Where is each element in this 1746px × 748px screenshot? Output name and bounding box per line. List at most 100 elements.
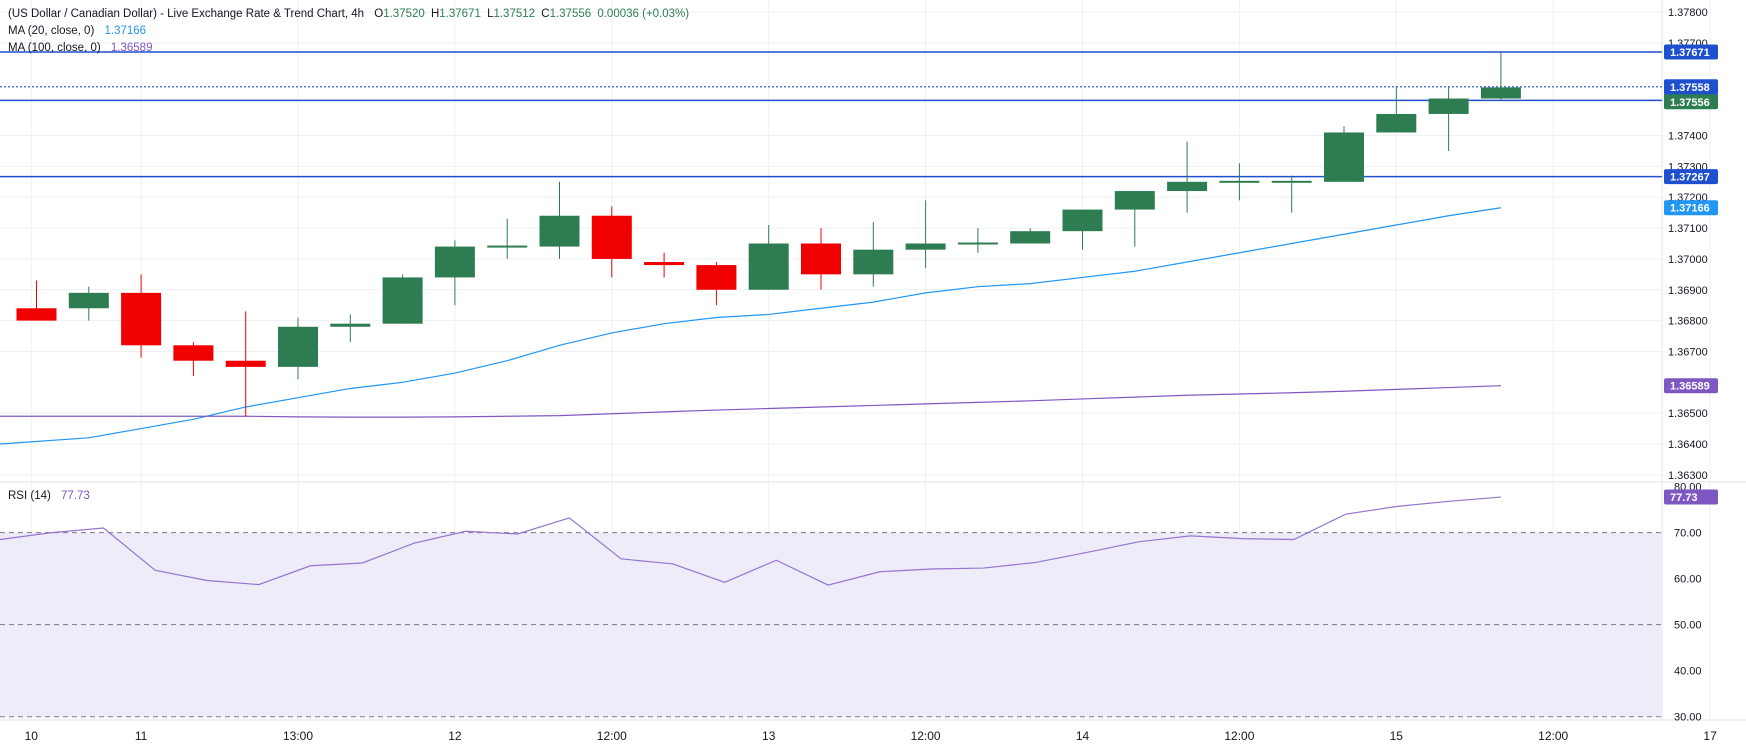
candle-body xyxy=(905,243,946,250)
price-tick-label: 1.36400 xyxy=(1668,439,1708,451)
price-tag-line[interactable]: 1.37558 xyxy=(1664,79,1718,95)
price-tag-line-text: 1.37558 xyxy=(1670,82,1710,94)
rsi-line xyxy=(0,496,1501,586)
rsi-tick-label: 40.00 xyxy=(1674,666,1702,678)
open-label: O xyxy=(374,8,384,20)
candle[interactable] xyxy=(696,262,737,306)
candle[interactable] xyxy=(957,228,998,253)
candle[interactable] xyxy=(1062,209,1103,250)
price-tag-ma100-text: 1.36589 xyxy=(1670,381,1710,393)
ma20-value: 1.37166 xyxy=(104,25,147,37)
price-tag-line-bg xyxy=(1664,169,1718,185)
price-axis[interactable]: 1.378001.377001.374001.373001.372001.371… xyxy=(1664,7,1718,724)
candle[interactable] xyxy=(1324,126,1364,182)
time-axis[interactable]: 10 11 13:00 12 12:00 13 12:00 14 12:00 15 12:00 17 xyxy=(25,729,1718,743)
time-tick-label: 12:00 xyxy=(597,729,627,743)
time-tick-label: 13:00 xyxy=(283,729,313,743)
candle-body xyxy=(696,265,737,290)
rsi-tick-label: 30.00 xyxy=(1674,712,1702,724)
candles[interactable] xyxy=(16,51,1521,417)
price-tick-label: 1.37800 xyxy=(1668,7,1708,19)
candle[interactable] xyxy=(382,274,423,324)
high-label: H xyxy=(430,8,440,20)
time-tick-label: 12:00 xyxy=(1224,729,1254,743)
candle-body xyxy=(644,262,685,266)
candle-body xyxy=(1324,132,1364,182)
high-value: 1.37671 xyxy=(439,8,481,20)
candle[interactable] xyxy=(1114,191,1155,247)
candle[interactable] xyxy=(121,274,162,358)
price-tag-ma100[interactable]: 1.36589 xyxy=(1664,378,1718,394)
rsi-current-tag[interactable]: 77.73 xyxy=(1664,489,1718,505)
candle[interactable] xyxy=(1428,86,1469,151)
ma100-line xyxy=(0,385,1501,418)
price-tick-label: 1.36900 xyxy=(1668,285,1708,297)
candle[interactable] xyxy=(1271,175,1312,213)
candle[interactable] xyxy=(539,181,580,259)
time-tick-label: 11 xyxy=(135,729,148,743)
candle-body xyxy=(748,243,789,290)
candle[interactable] xyxy=(330,314,371,343)
candle[interactable] xyxy=(278,317,318,380)
price-tag-close[interactable]: 1.37556 xyxy=(1664,94,1718,110)
candle-body xyxy=(382,277,423,324)
horizontal-price-lines[interactable] xyxy=(0,51,1662,178)
rsi-legend-value: 77.73 xyxy=(61,490,90,502)
price-tag-ma20[interactable]: 1.37166 xyxy=(1664,200,1718,216)
candle-body xyxy=(1010,231,1051,244)
candle[interactable] xyxy=(591,206,632,278)
candle[interactable] xyxy=(1376,86,1417,133)
candle[interactable] xyxy=(644,252,685,278)
candle[interactable] xyxy=(68,286,109,321)
price-tag-ma100-bg xyxy=(1664,378,1718,394)
legend-ma20[interactable]: MA (20, close, 0) 1.37166 xyxy=(8,25,149,37)
candle-body xyxy=(278,326,318,367)
price-tag-line-text: 1.37267 xyxy=(1670,172,1710,184)
time-tick-label: 15 xyxy=(1390,729,1404,743)
time-tick-label: 10 xyxy=(25,729,39,743)
legend-rsi[interactable]: RSI (14) 77.73 xyxy=(8,490,93,502)
candle[interactable] xyxy=(173,342,214,377)
candle[interactable] xyxy=(801,228,841,290)
low-label: L xyxy=(487,8,494,20)
rsi-series-line xyxy=(0,496,1501,586)
candle-body xyxy=(1480,87,1521,99)
chart-title: (US Dollar / Canadian Dollar) - Live Exc… xyxy=(8,8,365,20)
legend-ma100[interactable]: MA (100, close, 0) 1.36589 xyxy=(8,42,155,54)
candle-body xyxy=(1428,98,1469,114)
rsi-tick-label: 70.00 xyxy=(1674,528,1702,540)
candle[interactable] xyxy=(16,280,57,321)
price-tick-label: 1.36800 xyxy=(1668,316,1708,328)
candle-body xyxy=(225,360,266,367)
price-tick-label: 1.36300 xyxy=(1668,470,1708,482)
candle[interactable] xyxy=(434,240,475,306)
price-tag-line[interactable]: 1.37671 xyxy=(1664,44,1718,60)
candle[interactable] xyxy=(748,224,789,290)
price-tag-ma20-text: 1.37166 xyxy=(1670,203,1710,215)
price-tag-line[interactable]: 1.37267 xyxy=(1664,169,1718,185)
candle[interactable] xyxy=(853,221,894,287)
candle[interactable] xyxy=(1219,163,1260,201)
moving-average-lines xyxy=(0,207,1501,445)
candle[interactable] xyxy=(225,311,266,417)
candle[interactable] xyxy=(1010,228,1051,244)
change-value: 0.00036 (+0.03%) xyxy=(597,8,690,20)
candle-body xyxy=(434,246,475,278)
price-tag-close-bg xyxy=(1664,94,1718,110)
ma100-label: MA (100, close, 0) xyxy=(8,42,101,54)
candle[interactable] xyxy=(905,200,946,269)
rsi-label: RSI (14) xyxy=(8,490,51,502)
candle[interactable] xyxy=(1167,141,1208,213)
candle-body xyxy=(121,292,162,346)
time-tick-label: 13 xyxy=(762,729,776,743)
price-tag-line-text: 1.37671 xyxy=(1670,47,1710,59)
candle-body xyxy=(330,323,371,327)
candle-body xyxy=(1376,113,1417,133)
price-tag-line-bg xyxy=(1664,79,1718,95)
candle[interactable] xyxy=(487,218,528,259)
candle-body xyxy=(1271,180,1312,183)
rsi-tick-label: 60.00 xyxy=(1674,574,1702,586)
candle[interactable] xyxy=(1480,51,1521,101)
candle-body xyxy=(1062,209,1103,232)
